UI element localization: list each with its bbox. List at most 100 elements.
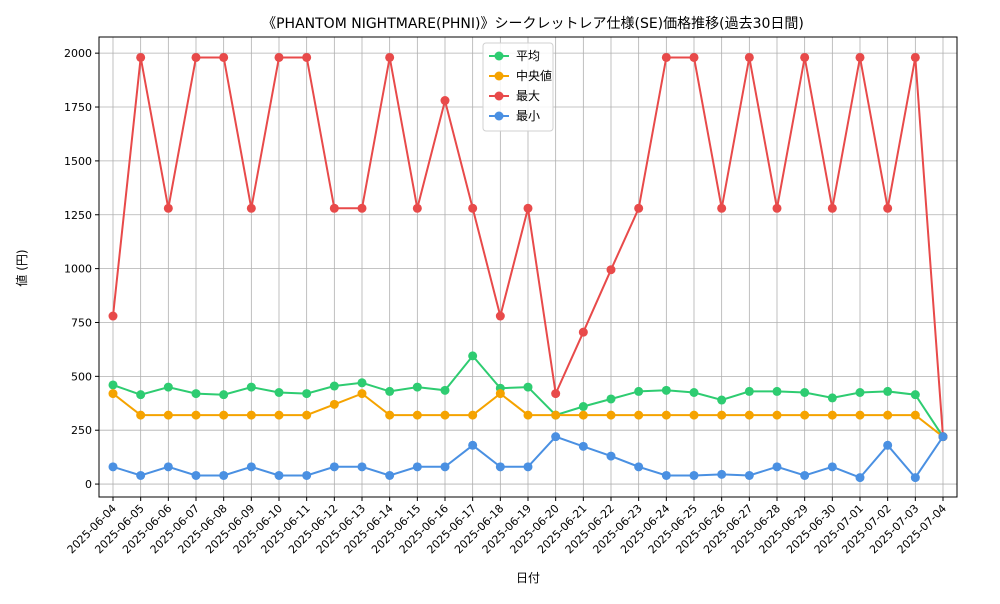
y-tick-label: 0 (85, 478, 92, 491)
series-layer (108, 52, 948, 483)
data-point (634, 203, 644, 213)
legend-swatch-marker (494, 91, 504, 101)
data-point (827, 393, 837, 403)
data-point (606, 410, 616, 420)
data-point (800, 52, 810, 62)
data-point (246, 382, 256, 392)
data-point (191, 410, 201, 420)
data-point (883, 203, 893, 213)
data-point (385, 410, 395, 420)
legend-label: 最小 (516, 109, 540, 123)
data-point (634, 462, 644, 472)
data-point (219, 410, 229, 420)
chart-title: 《PHANTOM NIGHTMARE(PHNI)》シークレットレア仕様(SE)価… (262, 16, 804, 32)
data-point (329, 381, 339, 391)
data-point (606, 394, 616, 404)
data-point (855, 388, 865, 398)
data-point (468, 440, 478, 450)
data-point (800, 470, 810, 480)
data-point (302, 410, 312, 420)
data-point (219, 470, 229, 480)
y-tick-label: 750 (71, 316, 92, 329)
data-point (689, 52, 699, 62)
data-point (661, 385, 671, 395)
data-point (329, 203, 339, 213)
data-point (108, 311, 118, 321)
data-point (606, 451, 616, 461)
data-point (772, 410, 782, 420)
data-point (219, 390, 229, 400)
data-point (744, 410, 754, 420)
data-point (772, 203, 782, 213)
data-point (357, 203, 367, 213)
data-point (717, 410, 727, 420)
data-point (910, 390, 920, 400)
data-point (910, 410, 920, 420)
series-2 (108, 52, 948, 442)
data-point (440, 96, 450, 106)
data-point (744, 470, 754, 480)
data-point (274, 52, 284, 62)
data-point (136, 390, 146, 400)
data-point (329, 399, 339, 409)
data-point (689, 410, 699, 420)
data-point (385, 470, 395, 480)
data-point (468, 203, 478, 213)
series-0 (108, 351, 948, 442)
grid (99, 37, 957, 497)
data-point (108, 389, 118, 399)
legend-swatch-marker (494, 51, 504, 61)
data-point (274, 470, 284, 480)
y-tick-label: 500 (71, 370, 92, 383)
data-point (689, 388, 699, 398)
y-tick-label: 250 (71, 424, 92, 437)
legend-swatch-marker (494, 71, 504, 81)
data-point (772, 462, 782, 472)
y-tick-label: 1250 (64, 209, 92, 222)
data-point (495, 311, 505, 321)
data-point (246, 410, 256, 420)
data-point (191, 52, 201, 62)
data-point (468, 351, 478, 361)
data-point (883, 386, 893, 396)
y-tick-label: 1000 (64, 263, 92, 276)
data-point (717, 395, 727, 405)
data-point (689, 470, 699, 480)
data-point (191, 389, 201, 399)
data-point (717, 203, 727, 213)
series-1 (108, 389, 948, 442)
data-point (412, 382, 422, 392)
legend-box (482, 42, 554, 132)
data-point (191, 470, 201, 480)
data-point (108, 462, 118, 472)
series-3 (108, 432, 948, 483)
data-point (246, 203, 256, 213)
data-point (551, 410, 561, 420)
data-point (440, 385, 450, 395)
data-point (634, 386, 644, 396)
data-point (357, 462, 367, 472)
data-point (883, 440, 893, 450)
data-point (800, 410, 810, 420)
data-point (357, 378, 367, 388)
data-point (523, 382, 533, 392)
data-point (163, 410, 173, 420)
y-tick-label: 1750 (64, 101, 92, 114)
data-point (883, 410, 893, 420)
data-point (717, 469, 727, 479)
legend-label: 平均 (516, 49, 540, 63)
data-point (578, 327, 588, 337)
data-point (800, 388, 810, 398)
data-point (412, 410, 422, 420)
legend-label: 中央値 (516, 68, 552, 83)
data-point (661, 52, 671, 62)
data-point (440, 462, 450, 472)
data-point (827, 203, 837, 213)
data-point (302, 389, 312, 399)
data-point (136, 470, 146, 480)
data-point (440, 410, 450, 420)
data-point (412, 462, 422, 472)
data-point (136, 410, 146, 420)
